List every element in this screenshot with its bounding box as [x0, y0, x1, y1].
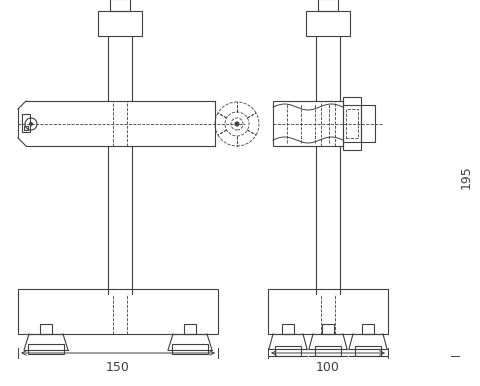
Bar — [343, 97, 361, 150]
Bar — [355, 346, 381, 356]
Bar — [322, 324, 334, 334]
Bar — [275, 346, 301, 356]
Text: 195: 195 — [460, 166, 473, 190]
Bar — [28, 344, 64, 354]
Bar — [318, 0, 338, 11]
Bar — [22, 114, 30, 132]
Circle shape — [29, 122, 33, 125]
Bar — [362, 324, 374, 334]
Circle shape — [235, 122, 239, 126]
Bar — [315, 346, 341, 356]
Bar — [306, 11, 350, 36]
Bar — [18, 289, 218, 334]
Bar — [273, 101, 343, 146]
Bar — [184, 324, 196, 334]
Text: 100: 100 — [316, 361, 340, 374]
Bar — [24, 126, 28, 130]
Bar — [361, 105, 375, 142]
Bar — [172, 344, 208, 354]
Bar — [110, 0, 130, 11]
Bar — [268, 289, 388, 334]
Bar — [98, 11, 142, 36]
Bar — [346, 109, 358, 138]
Bar — [40, 324, 52, 334]
Text: 150: 150 — [106, 361, 130, 374]
Bar — [282, 324, 294, 334]
